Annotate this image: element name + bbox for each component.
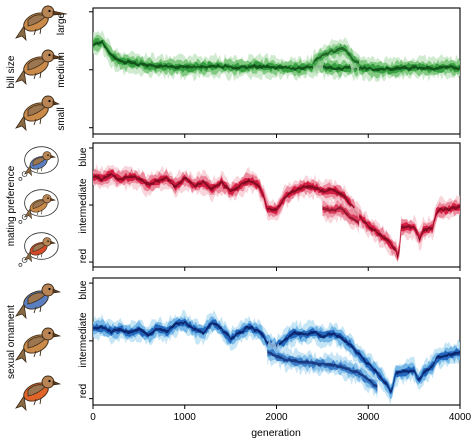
bill-size-tick-small: small <box>56 107 67 130</box>
mating-preference-panel: mating preference red intermediate blue <box>6 142 461 268</box>
thought-bubble-red-bird-icon <box>18 232 59 267</box>
x-tick-label-2000: 2000 <box>265 412 288 423</box>
bill-size-series-0-band-3 <box>93 39 460 72</box>
bird-small-bill-icon <box>15 95 60 132</box>
sexual-ornament-series-1-band-3 <box>267 350 378 388</box>
bill-size-ylabel: bill size <box>6 55 17 88</box>
mating-preference-tick-red: red <box>78 249 89 263</box>
bill-size-plot <box>93 30 460 82</box>
bird-large-bill-icon <box>15 5 68 42</box>
sexual-ornament-panel: sexual ornament red intermediate blue <box>6 277 461 406</box>
bill-size-panel: bill size small medium large <box>6 7 461 135</box>
bird-illustrations <box>15 5 68 412</box>
mating-preference-tick-intermediate: intermediate <box>78 178 89 233</box>
x-tick-label-1000: 1000 <box>174 412 197 423</box>
sexual-ornament-tick-red: red <box>78 384 89 398</box>
mating-preference-ylabel: mating preference <box>6 165 17 246</box>
thought-bubble-brown-bird-icon <box>18 189 59 224</box>
bill-size-series-0-band-2 <box>93 38 460 75</box>
bird-brown-ornament-icon <box>15 327 62 364</box>
x-axis: 0 1000 2000 3000 4000 <box>90 412 471 423</box>
bird-orange-ornament-icon <box>15 375 62 412</box>
sexual-ornament-series-0-band-1 <box>93 316 460 400</box>
bill-size-tick-medium: medium <box>56 52 67 88</box>
sexual-ornament-tick-intermediate: intermediate <box>78 312 89 367</box>
x-axis-title: generation <box>251 427 301 439</box>
mating-preference-plot <box>93 164 460 263</box>
x-tick-label-3000: 3000 <box>357 412 380 423</box>
x-tick-label-4000: 4000 <box>449 412 472 423</box>
sexual-ornament-ylabel: sexual ornament <box>6 305 17 379</box>
bird-blue-ornament-icon <box>15 283 62 320</box>
sexual-ornament-plot <box>93 309 460 405</box>
bill-size-tick-large: large <box>56 12 67 35</box>
mating-preference-series-0-band-2 <box>93 169 460 261</box>
x-tick-label-0: 0 <box>90 412 96 423</box>
sexual-ornament-tick-blue: blue <box>78 280 89 299</box>
bill-size-series-1-band-2 <box>313 43 360 68</box>
mating-preference-series-1-band-3 <box>322 206 360 225</box>
thought-bubble-blue-bird-icon <box>18 146 59 181</box>
bird-medium-bill-icon <box>15 49 64 86</box>
bill-size-series-1-band-3 <box>313 46 360 65</box>
mating-preference-tick-blue: blue <box>78 147 89 166</box>
